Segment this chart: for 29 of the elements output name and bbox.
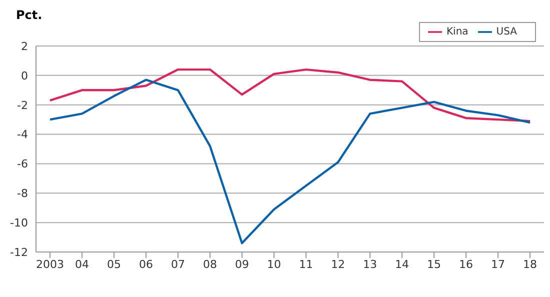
- y-tick-label: -4: [17, 128, 28, 142]
- line-series: [48, 68, 532, 122]
- x-tick-label: 11: [299, 258, 313, 271]
- legend-label: USA: [496, 26, 517, 38]
- x-tick-label: 17: [491, 258, 505, 271]
- x-tick-label: 08: [203, 258, 217, 271]
- y-tick-label: 0: [21, 69, 28, 82]
- x-tick-label: 09: [235, 258, 249, 271]
- y-tick-label: -2: [17, 98, 28, 112]
- x-tick-label: 16: [459, 258, 473, 271]
- legend-label: Kina: [446, 26, 468, 38]
- x-tick-label: 07: [171, 258, 185, 271]
- x-tick-label: 2003: [36, 258, 64, 271]
- y-tick-label: -6: [17, 158, 28, 171]
- x-tick-label: 13: [363, 258, 377, 271]
- line-series: [48, 78, 532, 244]
- x-tick-label: 06: [139, 258, 153, 271]
- y-tick-label: -8: [17, 187, 28, 200]
- y-tick-label: -10: [10, 216, 28, 230]
- x-tick-label: 18: [523, 258, 537, 271]
- x-tick-label: 04: [75, 258, 89, 271]
- x-tick-label: 10: [267, 258, 281, 271]
- y-tick-label: 2: [21, 40, 28, 53]
- y-axis-title: Pct.: [16, 8, 42, 22]
- x-tick-label: 15: [427, 258, 441, 271]
- y-tick-label: -12: [10, 246, 28, 259]
- x-tick-label: 05: [107, 258, 121, 271]
- x-tick-label: 12: [331, 258, 345, 271]
- x-tick-label: 14: [395, 258, 409, 271]
